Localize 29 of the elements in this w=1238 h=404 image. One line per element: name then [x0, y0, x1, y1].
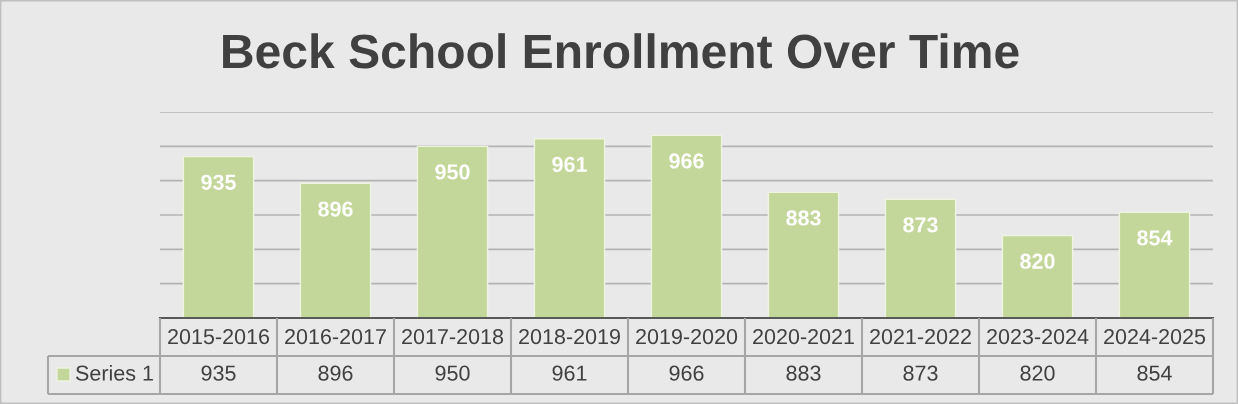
- x-tick-label: 2016-2017: [285, 328, 386, 345]
- annotation: 896: [318, 201, 353, 217]
- annotation: 820: [1020, 253, 1055, 269]
- x-tick-label: 2020-2021: [753, 328, 854, 345]
- annotation: 961: [552, 156, 587, 173]
- x-tick-label: 2018-2019: [519, 328, 620, 345]
- x-tick-label: 2024-2025: [1104, 328, 1206, 345]
- data-label: 873: [903, 365, 938, 381]
- data-label: 896: [318, 365, 353, 381]
- annotation: 966: [669, 153, 704, 169]
- data-label: 935: [201, 365, 236, 381]
- annotation: 873: [903, 217, 938, 233]
- chart-title: Beck School Enrollment Over Time: [223, 33, 1019, 69]
- x-tick-label: 2023-2024: [987, 328, 1089, 345]
- x-tick-label: 2017-2018: [402, 328, 504, 345]
- x-tick-label: 2021-2022: [870, 328, 971, 345]
- data-label: 820: [1020, 365, 1055, 381]
- data-label: 961: [552, 365, 587, 381]
- x-tick-label: 2015-2016: [168, 328, 270, 345]
- data-label: 950: [435, 365, 470, 381]
- x-tick-label: 2019-2020: [636, 328, 738, 345]
- data-label: 854: [1137, 365, 1172, 381]
- annotation: 854: [1137, 230, 1173, 246]
- legend-label: Series 1: [75, 364, 153, 381]
- data-label: 966: [669, 365, 704, 381]
- data-label: 883: [786, 365, 821, 381]
- annotation: 883: [786, 210, 821, 226]
- annotation: 950: [435, 164, 470, 180]
- annotation: 935: [201, 174, 236, 190]
